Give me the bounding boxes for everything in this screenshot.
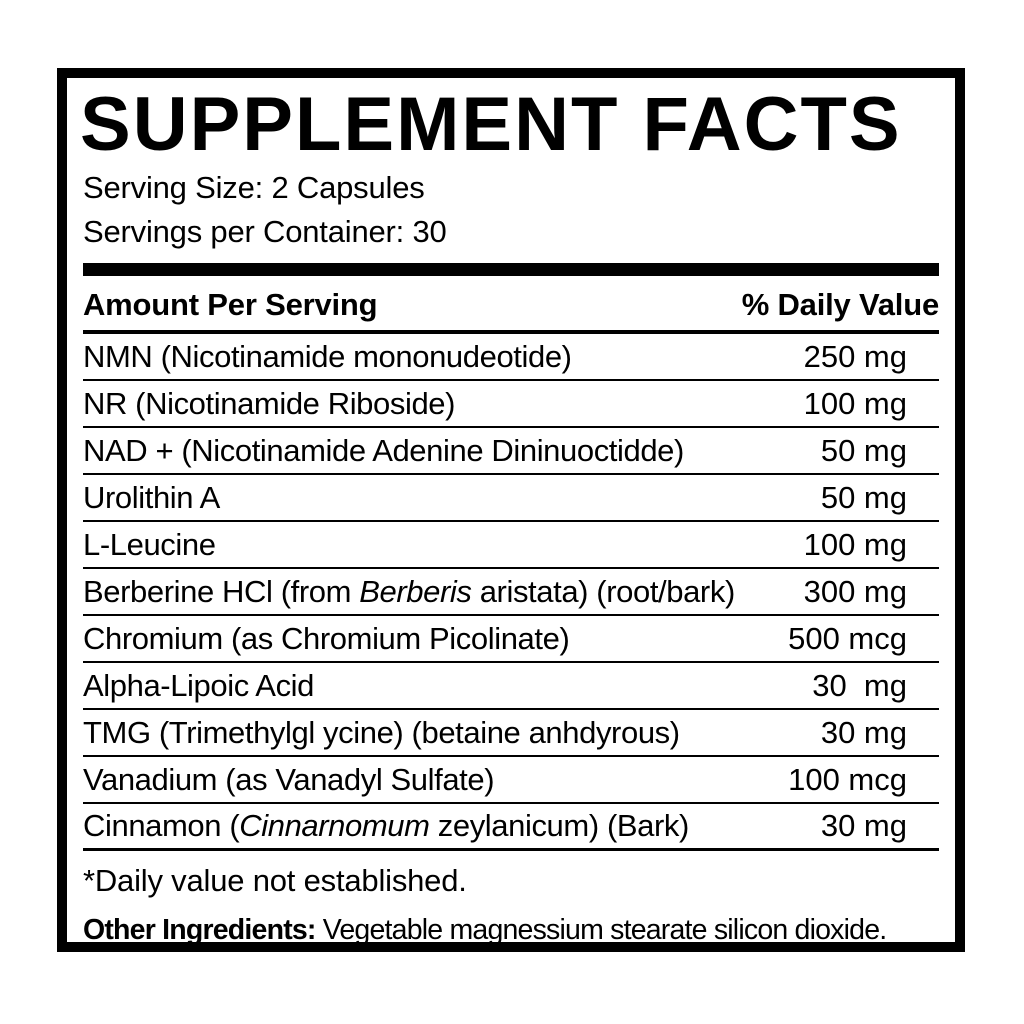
ingredient-name: NAD + (Nicotinamide Adenine Dininuoctidd… <box>83 432 684 468</box>
ingredient-amount: 100 mg <box>803 526 907 562</box>
ingredient-name: Cinnamon (Cinnarnomum zeylanicum) (Bark) <box>83 808 689 843</box>
ingredient-name: NR (Nicotinamide Riboside) <box>83 385 456 421</box>
table-header: Amount Per Serving % Daily Value <box>83 276 939 334</box>
table-row: Chromium (as Chromium Picolinate) 500 mcg <box>83 616 939 663</box>
amount-per-serving-header: Amount Per Serving <box>83 287 378 322</box>
other-ingredients-label: Other Ingredients: <box>83 914 316 946</box>
ingredient-name: NMN (Nicotinamide mononudeotide) <box>83 338 572 374</box>
ingredient-amount: 50 mg <box>820 432 907 468</box>
ingredient-amount: 500 mcg <box>788 620 907 656</box>
table-row: Vanadium (as Vanadyl Sulfate) 100 mcg <box>83 757 939 804</box>
ingredient-name: Chromium (as Chromium Picolinate) <box>83 620 570 656</box>
ingredient-name: Berberine HCl (from Berberis aristata) (… <box>83 573 735 609</box>
ingredient-amount: 300 mg <box>803 573 907 609</box>
ingredient-amount: 100 mg <box>803 385 907 421</box>
table-row: NAD + (Nicotinamide Adenine Dininuoctidd… <box>83 428 939 475</box>
serving-size-text: Serving Size: 2 Capsules <box>83 170 425 205</box>
ingredient-name: Alpha-Lipoic Acid <box>83 667 315 703</box>
ingredient-amount: 100 mcg <box>788 761 907 797</box>
ingredient-name: L-Leucine <box>83 526 216 562</box>
page-title: SUPPLEMENT FACTS <box>80 82 902 167</box>
ingredient-amount: 50 mg <box>820 479 907 515</box>
servings-per-container-text: Servings per Container: 30 <box>83 214 447 249</box>
table-row: Cinnamon (Cinnarnomum zeylanicum) (Bark)… <box>83 804 939 851</box>
other-ingredients: Other Ingredients: Vegetable magnessium … <box>83 902 939 946</box>
ingredient-name: Vanadium (as Vanadyl Sulfate) <box>83 761 495 797</box>
supplement-facts-panel: SUPPLEMENT FACTS Serving Size: 2 Capsule… <box>57 68 965 952</box>
table-row: L-Leucine 100 mg <box>83 522 939 569</box>
serving-info: Serving Size: 2 Capsules Servings per Co… <box>83 166 939 254</box>
table-row: Berberine HCl (from Berberis aristata) (… <box>83 569 939 616</box>
table-row: Alpha-Lipoic Acid 30 mg <box>83 663 939 710</box>
section-divider-bar <box>83 263 939 276</box>
ingredient-amount: 30 mg <box>820 808 907 843</box>
ingredient-rows: NMN (Nicotinamide mononudeotide) 250 mg NR… <box>83 334 939 851</box>
table-row: NMN (Nicotinamide mononudeotide) 250 mg <box>83 334 939 381</box>
ingredient-amount: 250 mg <box>803 338 907 374</box>
daily-value-footnote: *Daily value not established. <box>83 863 467 898</box>
table-row: NR (Nicotinamide Riboside) 100 mg <box>83 381 939 428</box>
species-name-italic: Cinnarnomum <box>239 808 430 843</box>
other-ingredients-text: Vegetable magnessium stearate silicon di… <box>315 914 887 946</box>
ingredient-name: Urolithin A <box>83 479 220 515</box>
daily-value-header: % Daily Value <box>741 287 939 322</box>
ingredient-amount: 30 mg <box>820 714 907 750</box>
ingredient-name: TMG (Trimethylgl ycine) (betaine anhdyro… <box>83 714 680 750</box>
species-name-italic: Berberis <box>359 573 472 609</box>
table-row: TMG (Trimethylgl ycine) (betaine anhdyro… <box>83 710 939 757</box>
table-row: Urolithin A 50 mg <box>83 475 939 522</box>
ingredient-amount: 30 mg <box>812 667 907 703</box>
